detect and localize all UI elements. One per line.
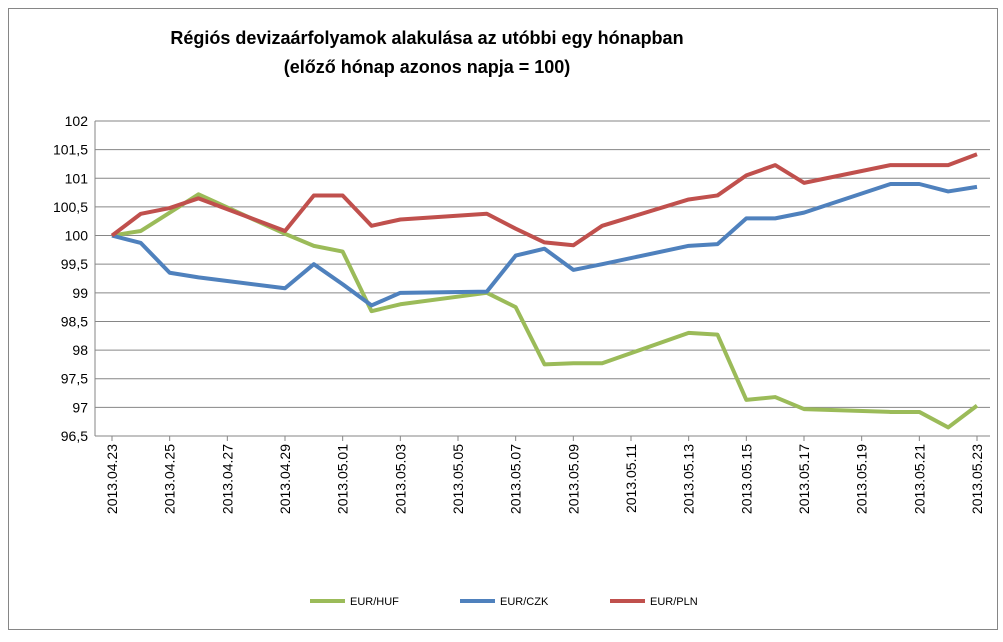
y-tick-label: 99,5	[61, 256, 88, 272]
x-tick-label: 2013.04.23	[104, 444, 120, 514]
y-tick-label: 100,5	[53, 199, 88, 215]
y-tick-label: 97,5	[61, 371, 88, 387]
y-tick-label: 98	[72, 342, 88, 358]
y-tick-label: 96,5	[61, 428, 88, 444]
series-line	[110, 152, 978, 248]
x-tick-label: 2013.05.11	[623, 444, 639, 513]
y-tick-label: 100	[65, 228, 89, 244]
y-tick-label: 102	[65, 113, 89, 129]
chart-border	[8, 8, 998, 630]
y-tick-label: 101,5	[53, 142, 88, 158]
x-tick-label: 2013.05.03	[392, 444, 408, 514]
legend-label: EUR/HUF	[350, 596, 399, 608]
x-tick-label: 2013.05.01	[335, 444, 351, 514]
x-tick-label: 2013.05.05	[450, 444, 466, 514]
x-tick-label: 2013.05.19	[854, 444, 870, 514]
x-tick-label: 2013.05.23	[969, 444, 985, 514]
x-tick-label: 2013.05.15	[738, 444, 754, 514]
x-tick-label: 2013.05.09	[565, 444, 581, 514]
x-tick-label: 2013.05.07	[508, 444, 524, 514]
chart-subtitle: (előző hónap azonos napja = 100)	[284, 57, 571, 77]
x-tick-label: 2013.04.25	[162, 444, 178, 514]
x-tick-label: 2013.05.21	[911, 444, 927, 514]
y-tick-label: 99	[72, 285, 88, 301]
y-tick-label: 97	[72, 399, 88, 415]
legend-label: EUR/PLN	[650, 596, 698, 608]
series-line	[111, 182, 978, 308]
x-tick-label: 2013.05.13	[681, 444, 697, 514]
x-tick-label: 2013.04.27	[219, 444, 235, 514]
legend-label: EUR/CZK	[500, 596, 549, 608]
chart-title: Régiós devizaárfolyamok alakulása az utó…	[170, 28, 683, 48]
y-tick-label: 101	[65, 170, 89, 186]
x-tick-label: 2013.04.29	[277, 444, 293, 514]
y-tick-label: 98,5	[61, 313, 88, 329]
x-tick-label: 2013.05.17	[796, 444, 812, 514]
